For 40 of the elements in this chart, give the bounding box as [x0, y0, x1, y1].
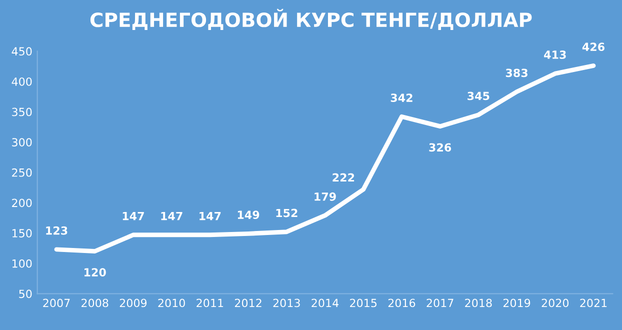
y-tick-label: 100 — [12, 259, 32, 268]
y-tick-label: 300 — [12, 138, 32, 146]
data-label: 345 — [468, 92, 490, 100]
data-label: 222 — [332, 173, 354, 182]
x-tick-label: 2012 — [234, 298, 262, 308]
x-tick-label: 2020 — [542, 298, 569, 308]
x-tick-label: 2011 — [196, 298, 224, 308]
data-label: 383 — [506, 68, 528, 78]
data-label: 147 — [122, 212, 144, 220]
x-tick-label: 2021 — [580, 298, 607, 308]
x-tick-label: 2010 — [158, 298, 185, 308]
data-label: 326 — [429, 143, 452, 152]
x-tick-label: 2015 — [350, 298, 377, 308]
x-tick-label: 2008 — [82, 298, 108, 308]
x-tick-label: 2019 — [503, 298, 530, 308]
chart-title: СРЕДНЕГОДОВОЙ КУРС ТЕНГЕ/ДОЛЛАР — [90, 8, 532, 30]
data-label: 179 — [314, 192, 336, 201]
data-label: 120 — [84, 268, 106, 277]
data-label: 152 — [276, 208, 298, 218]
data-label: 147 — [200, 212, 221, 220]
data-label: 149 — [238, 210, 260, 220]
x-tick-label: 2007 — [43, 298, 70, 308]
y-tick-label: 250 — [12, 168, 32, 177]
data-label: 413 — [544, 50, 566, 59]
y-tick-label: 50 — [19, 290, 32, 298]
data-label: 123 — [46, 226, 68, 235]
y-tick-label: 200 — [12, 198, 32, 208]
x-tick-label: 2009 — [120, 298, 147, 308]
x-tick-label: 2018 — [465, 298, 492, 308]
data-label: 426 — [582, 42, 604, 52]
x-tick-label: 2016 — [388, 298, 416, 308]
data-label: 147 — [161, 212, 182, 220]
y-tick-label: 150 — [12, 229, 32, 238]
y-tick-label: 350 — [12, 108, 32, 116]
x-tick-label: 2014 — [312, 298, 339, 308]
y-tick-label: 450 — [12, 47, 32, 56]
y-tick-label: 400 — [12, 77, 32, 86]
x-tick-label: 2017 — [426, 298, 454, 308]
x-tick-label: 2013 — [273, 298, 300, 308]
data-label: 342 — [390, 94, 412, 102]
